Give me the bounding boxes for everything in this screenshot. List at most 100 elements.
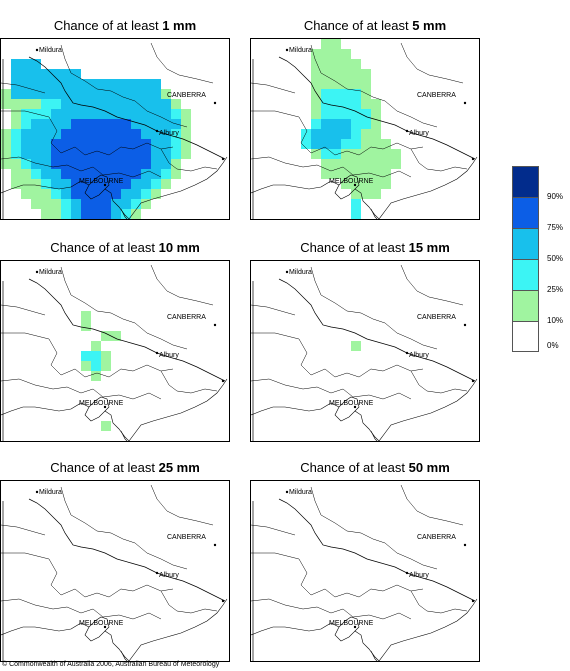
probability-cell [61, 209, 71, 219]
probability-cell [21, 139, 31, 149]
probability-cell [11, 179, 21, 189]
probability-cell [391, 149, 401, 159]
place-label-melbourne: MELBOURNE [79, 178, 124, 185]
probability-cell [361, 69, 371, 79]
probability-cell [351, 79, 361, 89]
probability-cell [351, 119, 361, 129]
probability-cell [11, 129, 21, 139]
probability-cell [21, 189, 31, 199]
probability-cell [11, 139, 21, 149]
probability-cell [31, 199, 41, 209]
probability-cell [21, 119, 31, 129]
probability-cell [131, 119, 141, 129]
map-25mm: Mildura CANBERRA Albury MELBOURNE [0, 480, 230, 662]
probability-cell [131, 89, 141, 99]
probability-cell [351, 59, 361, 69]
probability-cell [141, 129, 151, 139]
probability-cell [111, 89, 121, 99]
map-svg: Mildura CANBERRA Albury MELBOURNE [251, 264, 478, 441]
map-svg: Mildura CANBERRA Albury MELBOURNE [251, 39, 478, 219]
probability-cell [31, 119, 41, 129]
probability-cell [11, 119, 21, 129]
probability-cell [131, 189, 141, 199]
probability-cell [61, 89, 71, 99]
probability-cell [171, 139, 181, 149]
probability-cell [351, 69, 361, 79]
probability-cell [331, 99, 341, 109]
place-label-canberra: CANBERRA [167, 534, 206, 541]
probability-cell [81, 311, 91, 321]
probability-cell [351, 139, 361, 149]
probability-cell [91, 149, 101, 159]
probability-cell [371, 99, 381, 109]
probability-cell [81, 89, 91, 99]
probability-cell [351, 169, 361, 179]
probability-cell [111, 209, 121, 219]
probability-cell [101, 351, 111, 361]
place-label-melbourne: MELBOURNE [329, 620, 374, 627]
probability-cell [61, 119, 71, 129]
probability-cell [321, 49, 331, 59]
probability-cell [181, 129, 191, 139]
probability-cell [11, 79, 21, 89]
probability-cell [141, 169, 151, 179]
probability-cell [91, 189, 101, 199]
probability-cell [341, 99, 351, 109]
probability-cell [121, 89, 131, 99]
probability-cell [131, 149, 141, 159]
probability-cell [21, 69, 31, 79]
probability-cell [351, 209, 361, 219]
probability-cell [51, 149, 61, 159]
legend-swatch [512, 166, 539, 197]
probability-cell [51, 79, 61, 89]
probability-cell [151, 99, 161, 109]
probability-cell [351, 159, 361, 169]
place-label-canberra: CANBERRA [167, 314, 206, 321]
probability-cell [71, 89, 81, 99]
probability-cell [61, 179, 71, 189]
probability-cell [11, 109, 21, 119]
probability-cell [321, 69, 331, 79]
place-label-albury: Albury [159, 352, 179, 359]
probability-cell [21, 99, 31, 109]
probability-cell [121, 199, 131, 209]
probability-cell [21, 89, 31, 99]
probability-cell [371, 109, 381, 119]
base-map-outline [1, 484, 228, 661]
probability-cell [181, 119, 191, 129]
probability-cell [151, 109, 161, 119]
probability-cell [61, 169, 71, 179]
probability-cell [121, 149, 131, 159]
probability-cell [371, 189, 381, 199]
probability-cell [91, 109, 101, 119]
legend-label: 0% [547, 341, 559, 350]
probability-cell [311, 129, 321, 139]
probability-cell [81, 351, 91, 361]
probability-cell [151, 149, 161, 159]
probability-cell [41, 159, 51, 169]
probability-cell [331, 89, 341, 99]
probability-cell [121, 79, 131, 89]
legend-swatch [512, 197, 539, 228]
probability-cell [1, 129, 11, 139]
probability-cell [171, 169, 181, 179]
probability-cell [331, 109, 341, 119]
probability-cell [91, 351, 101, 361]
base-map-outline [251, 484, 478, 661]
legend-swatch [512, 321, 539, 352]
probability-cell [31, 89, 41, 99]
probability-cell [151, 169, 161, 179]
probability-cell [21, 79, 31, 89]
probability-cell [91, 89, 101, 99]
probability-cell [71, 69, 81, 79]
probability-cell [181, 139, 191, 149]
place-label-canberra: CANBERRA [417, 534, 456, 541]
probability-cell [311, 49, 321, 59]
probability-cell [51, 129, 61, 139]
probability-cell [321, 149, 331, 159]
probability-cell [341, 79, 351, 89]
probability-cell [61, 199, 71, 209]
probability-cell [81, 179, 91, 189]
probability-cell [101, 361, 111, 371]
probability-cell [101, 421, 111, 431]
